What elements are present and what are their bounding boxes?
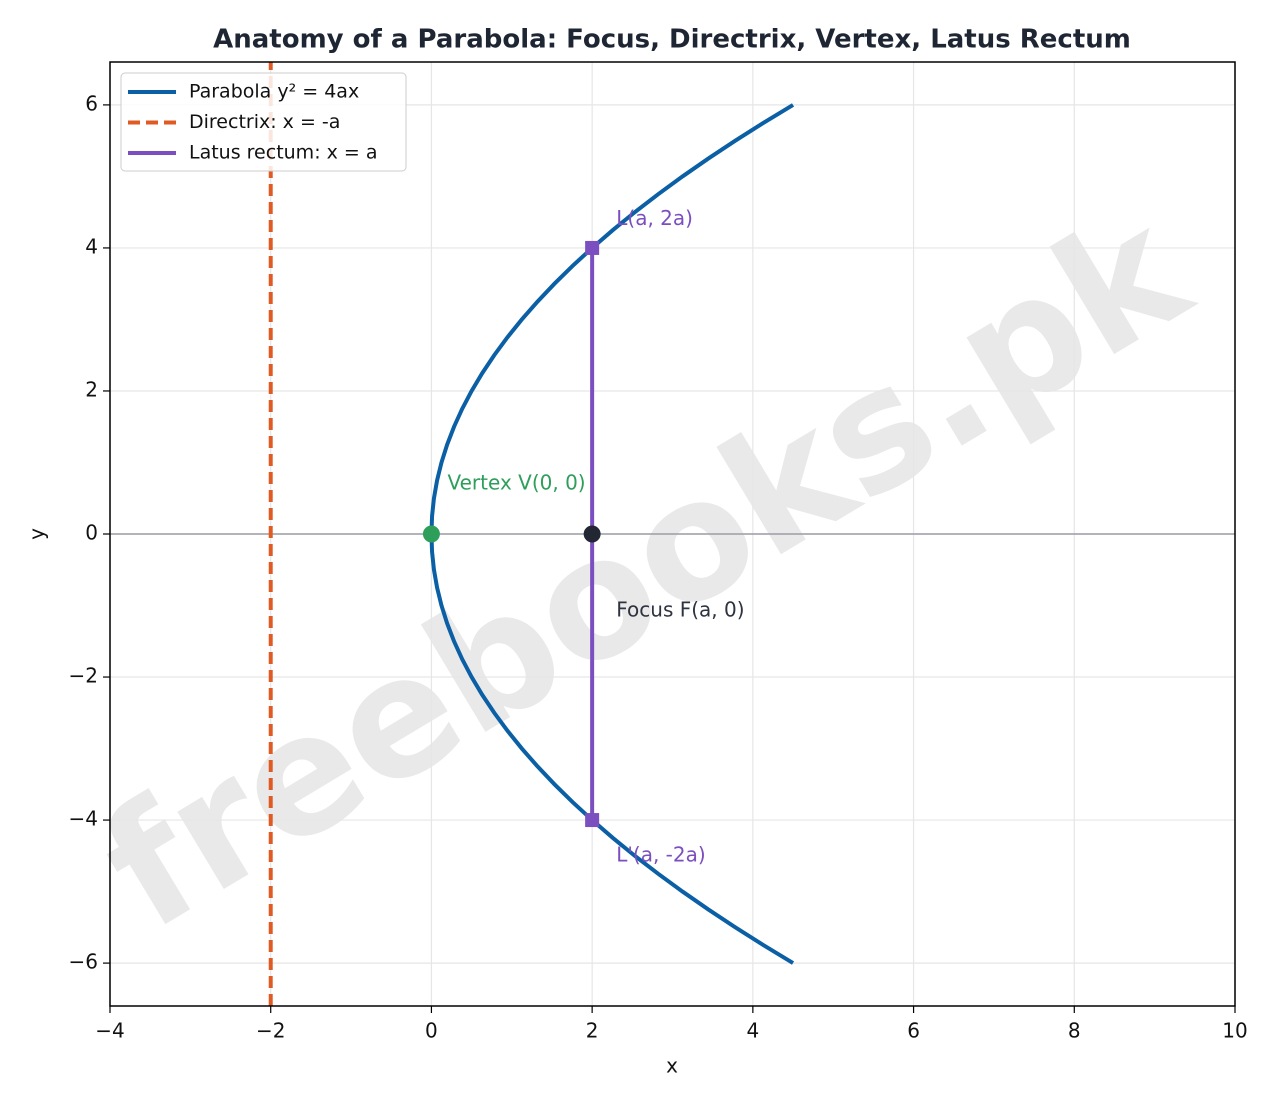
annotation: Focus F(a, 0) [616, 598, 744, 622]
chart-title: Anatomy of a Parabola: Focus, Directrix,… [213, 25, 1131, 55]
legend-label: Directrix: x = -a [189, 111, 340, 133]
x-tick-label: 6 [907, 1019, 920, 1043]
y-tick-label: −4 [69, 807, 98, 831]
y-axis-label: y [25, 528, 49, 540]
x-axis-label: x [666, 1054, 678, 1078]
x-tick-label: 0 [425, 1019, 438, 1043]
x-tick-label: 8 [1068, 1019, 1081, 1043]
y-tick-label: −6 [69, 950, 98, 974]
legend-label: Parabola y² = 4ax [189, 81, 359, 103]
marker [585, 240, 600, 255]
x-tick-label: 10 [1222, 1019, 1247, 1043]
y-tick-label: 4 [85, 234, 98, 258]
marker [585, 813, 600, 828]
x-tick-label: −4 [95, 1019, 124, 1043]
x-tick-label: 2 [586, 1019, 599, 1043]
annotation: Vertex V(0, 0) [448, 470, 586, 494]
legend-label: Latus rectum: x = a [189, 142, 378, 164]
point [422, 525, 440, 543]
x-tick-label: 4 [746, 1019, 759, 1043]
y-tick-label: 2 [85, 377, 98, 401]
plot-frame [109, 61, 1236, 1007]
x-tick-label: −2 [256, 1019, 285, 1043]
annotation: L'(a, -2a) [616, 842, 705, 866]
y-tick-label: −2 [69, 664, 98, 688]
point [583, 525, 601, 543]
y-tick-label: 6 [85, 91, 98, 115]
annotation: L(a, 2a) [616, 206, 693, 230]
legend-box [120, 72, 407, 172]
y-tick-label: 0 [85, 521, 98, 545]
